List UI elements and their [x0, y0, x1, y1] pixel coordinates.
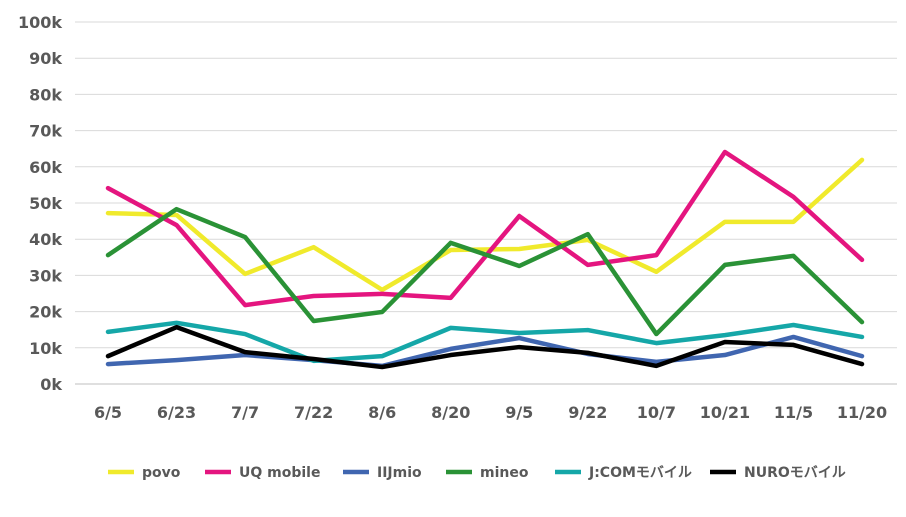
- legend-label: mineo: [480, 465, 529, 481]
- x-tick-label: 10/7: [637, 403, 676, 422]
- x-tick-label: 10/21: [700, 403, 750, 422]
- y-tick-label: 80k: [29, 85, 62, 104]
- y-tick-label: 50k: [29, 194, 62, 213]
- legend: povo UQ mobile IIJmio mineo J:COMモバイル NUROモバイ…: [108, 465, 846, 481]
- y-tick-label: 90k: [29, 49, 62, 68]
- legend-label: UQ mobile: [239, 465, 320, 481]
- x-tick-label: 6/5: [94, 403, 122, 422]
- x-tick-label: 11/5: [774, 403, 813, 422]
- y-tick-label: 70k: [29, 122, 62, 141]
- legend-label: J:COMモバイル: [588, 465, 692, 481]
- series-lines: [105, 149, 865, 370]
- x-axis-ticks: 6/5 6/23 7/7 7/22 8/6 8/20 9/5 9/22 10/7 10/21 11/…: [94, 403, 887, 422]
- legend-label: NUROモバイル: [744, 465, 846, 481]
- x-tick-label: 8/20: [431, 403, 470, 422]
- x-tick-label: 7/22: [294, 403, 333, 422]
- series-line-2: [105, 334, 865, 369]
- x-tick-label: 8/6: [368, 403, 396, 422]
- y-tick-label: 20k: [29, 303, 62, 322]
- y-tick-label: 30k: [29, 266, 62, 285]
- y-tick-label: 40k: [29, 230, 62, 249]
- y-axis-ticks: 0k 10k 20k 30k 40k 50k 60k 70k 80k 90k 100k: [18, 13, 62, 394]
- series-line-3: [105, 206, 865, 337]
- legend-label: IIJmio: [377, 465, 422, 481]
- y-tick-label: 100k: [18, 13, 62, 32]
- legend-label: povo: [142, 465, 181, 481]
- x-tick-label: 7/7: [231, 403, 259, 422]
- x-tick-label: 9/5: [505, 403, 533, 422]
- series-line-1: [105, 149, 865, 308]
- y-tick-label: 60k: [29, 158, 62, 177]
- gridlines: [75, 21, 897, 385]
- y-tick-label: 10k: [29, 339, 62, 358]
- series-line-0: [105, 157, 865, 293]
- x-tick-label: 6/23: [157, 403, 196, 422]
- y-tick-label: 0k: [40, 375, 62, 394]
- x-tick-label: 9/22: [568, 403, 607, 422]
- series-line-4: [105, 320, 865, 364]
- x-tick-label: 11/20: [837, 403, 887, 422]
- series-line-5: [105, 324, 865, 370]
